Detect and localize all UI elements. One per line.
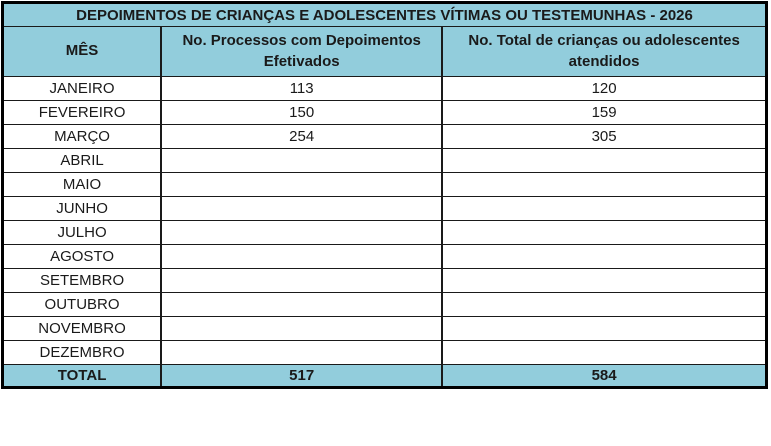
table-body: JANEIRO 113 120 FEVEREIRO 150 159 MARÇO … [1,76,768,365]
table-row: SETEMBRO [1,268,768,293]
column-header-processos: No. Processos com Depoimentos Efetivados [160,26,444,77]
total-atendidos-cell: 584 [441,364,768,388]
column-header-atendidos: No. Total de crianças ou adolescentes at… [441,26,768,77]
processos-cell [160,172,444,197]
processos-cell: 113 [160,76,444,101]
table-row: AGOSTO [1,244,768,269]
table-row: JUNHO [1,196,768,221]
processos-cell [160,292,444,317]
atendidos-cell: 120 [441,76,768,101]
table-total-row: TOTAL 517 584 [1,364,768,388]
processos-cell [160,340,444,365]
month-cell: DEZEMBRO [1,340,163,365]
table-row: MARÇO 254 305 [1,124,768,149]
month-cell: NOVEMBRO [1,316,163,341]
total-processos-cell: 517 [160,364,444,388]
month-cell: ABRIL [1,148,163,173]
atendidos-cell [441,292,768,317]
month-cell: JULHO [1,220,163,245]
month-cell: JANEIRO [1,76,163,101]
atendidos-cell [441,340,768,365]
month-cell: MAIO [1,172,163,197]
month-cell: SETEMBRO [1,268,163,293]
table-title: DEPOIMENTOS DE CRIANÇAS E ADOLESCENTES V… [1,2,768,27]
table-title-row: DEPOIMENTOS DE CRIANÇAS E ADOLESCENTES V… [1,2,768,27]
table-row: JANEIRO 113 120 [1,76,768,101]
table-row: MAIO [1,172,768,197]
processos-cell [160,316,444,341]
atendidos-cell: 305 [441,124,768,149]
atendidos-cell [441,196,768,221]
processos-cell [160,148,444,173]
month-cell: MARÇO [1,124,163,149]
month-cell: FEVEREIRO [1,100,163,125]
atendidos-cell [441,172,768,197]
processos-cell [160,244,444,269]
atendidos-cell [441,268,768,293]
total-label-cell: TOTAL [1,364,163,388]
processos-cell [160,196,444,221]
atendidos-cell [441,220,768,245]
table-row: NOVEMBRO [1,316,768,341]
month-cell: JUNHO [1,196,163,221]
month-cell: AGOSTO [1,244,163,269]
column-header-mes: MÊS [1,26,163,77]
processos-cell: 150 [160,100,444,125]
table-row: OUTUBRO [1,292,768,317]
depoimentos-table: DEPOIMENTOS DE CRIANÇAS E ADOLESCENTES V… [1,1,768,389]
table-header-row: MÊS No. Processos com Depoimentos Efetiv… [1,26,768,77]
processos-cell [160,268,444,293]
atendidos-cell: 159 [441,100,768,125]
atendidos-cell [441,316,768,341]
month-cell: OUTUBRO [1,292,163,317]
table-row: JULHO [1,220,768,245]
atendidos-cell [441,244,768,269]
table-row: FEVEREIRO 150 159 [1,100,768,125]
table-row: ABRIL [1,148,768,173]
processos-cell [160,220,444,245]
atendidos-cell [441,148,768,173]
processos-cell: 254 [160,124,444,149]
table-row: DEZEMBRO [1,340,768,365]
